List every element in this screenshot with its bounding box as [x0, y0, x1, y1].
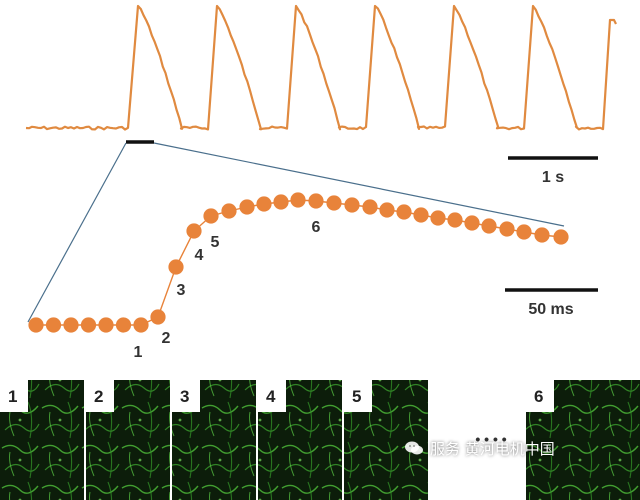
trace-point [553, 229, 569, 245]
trace-point [133, 317, 149, 333]
panel-2: 2 [86, 380, 170, 500]
trace-point [516, 224, 532, 240]
panel-label-2: 2 [94, 387, 103, 406]
phase-label-6: 6 [312, 219, 321, 236]
zoom-trace-points [28, 192, 569, 333]
trace-point [203, 208, 219, 224]
panel-5: 5 [344, 380, 428, 500]
trace-point [150, 309, 166, 325]
trace-point [98, 317, 114, 333]
panel-3: 3 [172, 380, 256, 500]
voltage-trace [25, 4, 617, 131]
panel-label-1: 1 [8, 387, 17, 406]
zoom-connector-right [153, 142, 565, 227]
watermark: 服务 黄河电机中国 [404, 436, 555, 460]
panel-label-3: 3 [180, 387, 189, 406]
trace-point [308, 193, 324, 209]
trace-point [80, 317, 97, 333]
panel-4: 4 [258, 380, 342, 500]
phase-label-3: 3 [177, 282, 186, 299]
trace-point [362, 199, 378, 215]
trace-point [115, 317, 132, 333]
ellipsis-dots: • • • • [475, 431, 506, 447]
trace-point [413, 207, 429, 223]
wechat-icon [405, 441, 423, 455]
panel-6: 6 [526, 380, 640, 500]
phase-label-5: 5 [211, 234, 220, 251]
trace-point [239, 199, 255, 215]
trace-point [28, 317, 44, 333]
trace-point [221, 203, 237, 219]
zoom-trace-line [36, 199, 562, 326]
trace-point [326, 195, 342, 211]
trace-point [481, 218, 497, 234]
panel-ellipsis: • • • • [475, 431, 506, 447]
phase-label-1: 1 [134, 344, 143, 361]
trace-point [499, 221, 515, 237]
panel-label-5: 5 [352, 387, 361, 406]
watermark-text: 服务 黄河电机中国 [430, 439, 555, 458]
trace-point [256, 196, 272, 212]
scale-label-1s: 1 s [542, 169, 564, 186]
trace-point [290, 192, 306, 208]
trace-point [447, 212, 463, 228]
trace-point [534, 227, 550, 243]
panel-label-6: 6 [534, 387, 543, 406]
zoom-connector-left [27, 142, 127, 323]
panel-1: 1 [0, 380, 84, 500]
trace-point [168, 259, 184, 275]
phase-label-4: 4 [195, 247, 204, 264]
trace-point [273, 194, 289, 210]
microscopy-panels: 1 2 3 4 5 • • • • 6 [0, 380, 640, 500]
trace-point [63, 317, 79, 333]
trace-point [396, 204, 412, 220]
trace-point [464, 215, 480, 231]
scale-label-50ms: 50 ms [528, 301, 573, 318]
phase-label-2: 2 [162, 330, 171, 347]
trace-point [45, 317, 62, 333]
trace-point [379, 202, 395, 218]
trace-point [344, 197, 360, 213]
trace-point [430, 210, 446, 226]
panel-label-4: 4 [266, 387, 276, 406]
trace-point [186, 223, 202, 239]
